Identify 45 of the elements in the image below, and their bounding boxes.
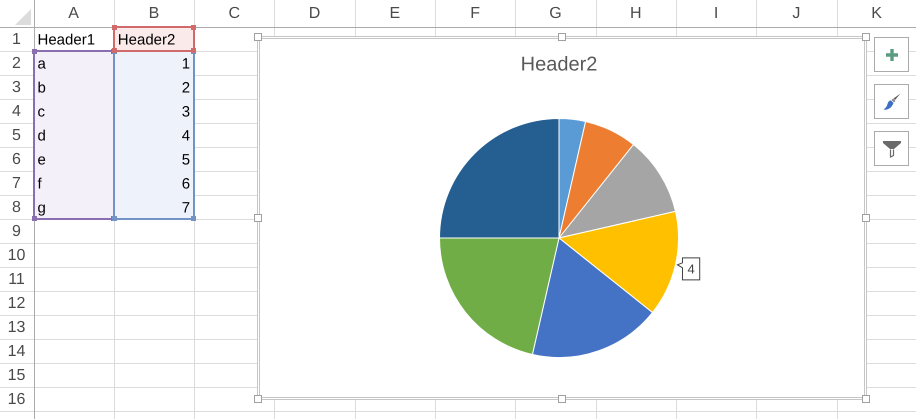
text: 1 <box>12 30 21 48</box>
text: Header1 <box>38 32 96 48</box>
text: 14 <box>8 342 26 360</box>
text: 3 <box>12 78 21 96</box>
text: D <box>308 5 320 22</box>
data-label: 4 <box>687 261 695 276</box>
text: 7 <box>12 174 21 192</box>
text: K <box>871 5 882 22</box>
text: b <box>38 80 46 96</box>
text: 2 <box>182 80 190 96</box>
text: 7 <box>182 200 190 216</box>
text: 8 <box>12 198 21 216</box>
text: f <box>38 176 42 192</box>
text: 13 <box>8 318 26 336</box>
text: d <box>38 128 46 144</box>
text: A <box>68 5 79 22</box>
text: 3 <box>182 104 190 120</box>
text: c <box>38 104 45 120</box>
text: 12 <box>8 294 26 312</box>
text: C <box>228 5 240 22</box>
text: 15 <box>8 366 26 384</box>
text: F <box>470 5 480 22</box>
text: 11 <box>8 270 25 288</box>
text: 6 <box>182 176 190 192</box>
text: H <box>630 5 642 22</box>
text: 10 <box>8 246 26 264</box>
text: 5 <box>182 152 190 168</box>
text: E <box>390 5 400 22</box>
text: e <box>38 152 46 168</box>
text: 4 <box>182 128 190 144</box>
text: 6 <box>12 150 21 168</box>
text: 5 <box>12 126 21 144</box>
chart-title: Header2 <box>520 54 598 76</box>
text: 16 <box>8 390 26 408</box>
text: a <box>38 56 46 72</box>
text: g <box>38 200 46 216</box>
text: 4 <box>12 102 21 120</box>
text: 2 <box>12 54 21 72</box>
text: J <box>792 5 800 22</box>
text: B <box>148 5 160 22</box>
text: I <box>714 5 718 22</box>
text: 1 <box>182 56 190 72</box>
text: G <box>549 5 562 22</box>
text: Header2 <box>118 32 176 48</box>
text: 9 <box>12 222 21 240</box>
